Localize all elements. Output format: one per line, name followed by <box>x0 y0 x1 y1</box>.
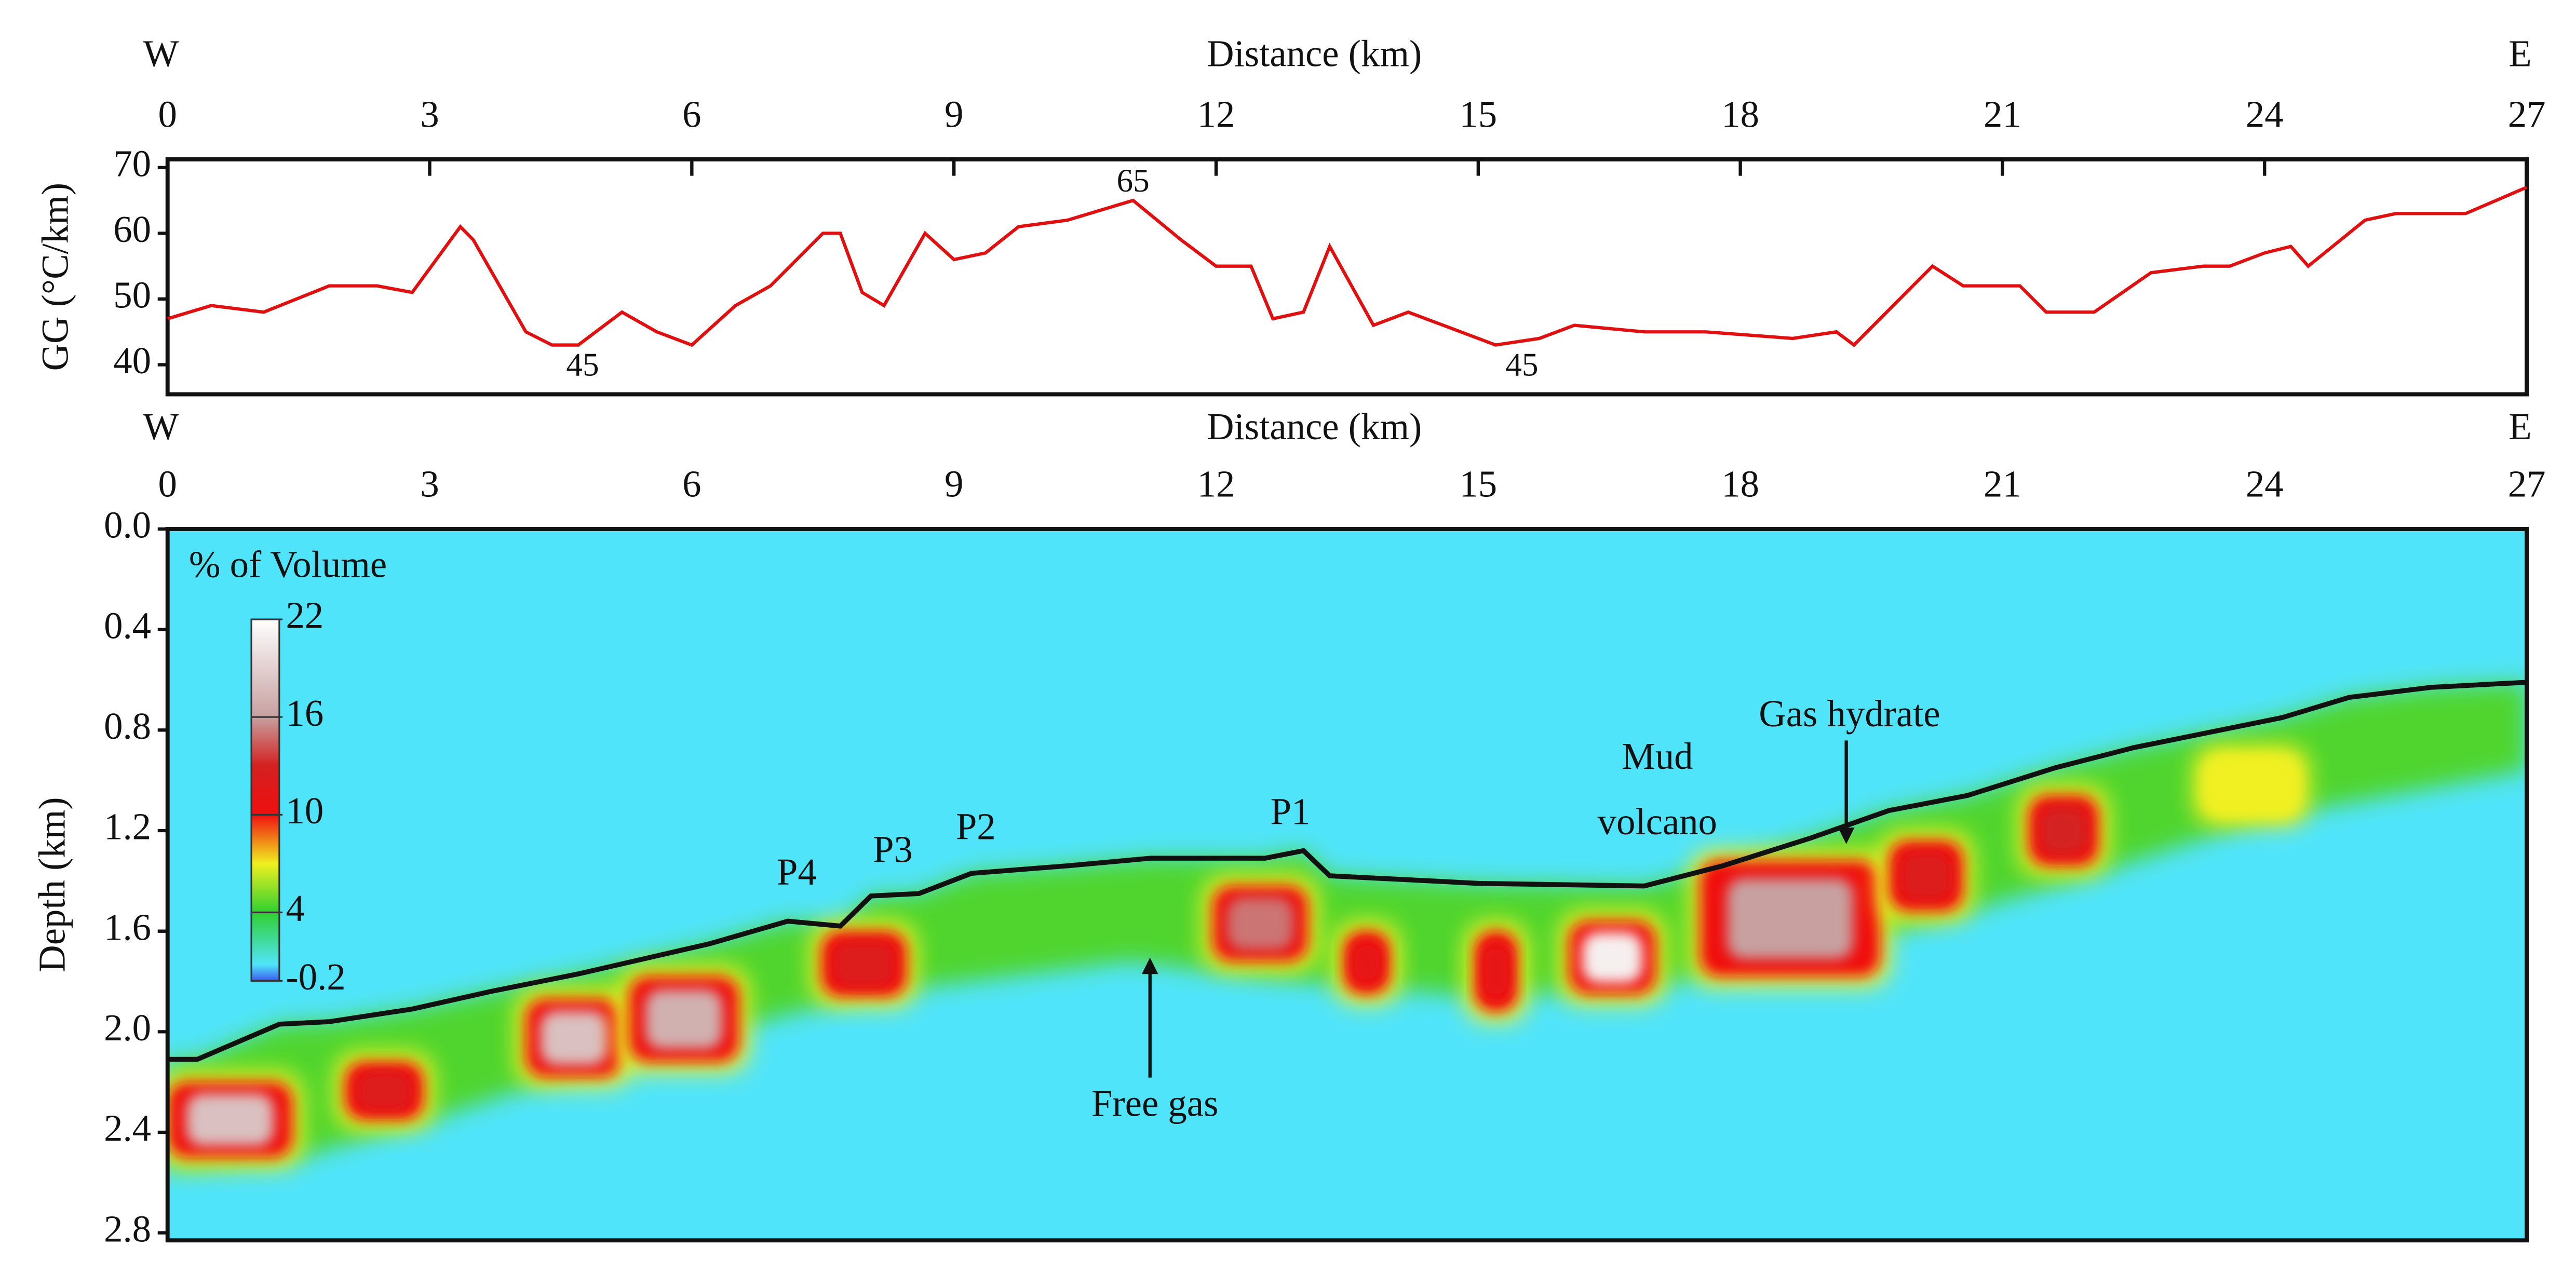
patch-core <box>645 989 723 1049</box>
x-tick-label: 9 <box>945 93 963 135</box>
x-tick-label: 6 <box>682 93 701 135</box>
annotation: volcano <box>1598 801 1717 843</box>
patch-core <box>1481 943 1512 1000</box>
colorbar-tick-label: 16 <box>286 692 324 734</box>
colorbar-title: % of Volume <box>189 544 387 586</box>
x-tick-label: 15 <box>1459 93 1497 135</box>
y-tick-label: 70 <box>113 142 151 184</box>
x-tick-label: 9 <box>945 463 963 505</box>
y-tick-label: 2.0 <box>104 1007 151 1049</box>
x-tick-label: 24 <box>2246 463 2284 505</box>
colorbar <box>250 618 280 982</box>
y-tick-label: 0.4 <box>104 604 151 646</box>
x-tick-label: 3 <box>420 463 439 505</box>
y-tick-label: 0.0 <box>104 504 151 546</box>
patch-core <box>1727 878 1853 959</box>
y-tick-label: 2.8 <box>104 1208 151 1250</box>
x-tick-label: 12 <box>1197 93 1235 135</box>
x-tick-label: 27 <box>2508 93 2546 135</box>
colorbar-tick-label: 4 <box>286 887 305 929</box>
colorbar-tick-label: 22 <box>286 594 324 636</box>
x-tick-label: 21 <box>1984 463 2021 505</box>
west-label: W <box>143 32 179 74</box>
colorbar-tick-label: -0.2 <box>286 956 346 998</box>
annotation: 45 <box>566 346 599 383</box>
x-tick-label: 27 <box>2508 463 2546 505</box>
x-tick-label: 24 <box>2246 93 2284 135</box>
patch-core <box>1582 932 1643 983</box>
annotation: Free gas <box>1091 1082 1218 1124</box>
x-axis-title: Distance (km) <box>1207 405 1422 448</box>
annotation: P1 <box>1271 791 1311 833</box>
gg-line <box>167 185 2528 347</box>
y-axis-title: GG (°C/km) <box>34 183 76 371</box>
x-tick-label: 0 <box>158 463 177 505</box>
annotation: P2 <box>956 806 996 848</box>
y-tick-label: 60 <box>113 208 151 250</box>
y-tick-label: 0.8 <box>104 705 151 747</box>
section-plot <box>167 528 2527 1241</box>
x-axis-title: Distance (km) <box>1207 32 1422 74</box>
x-tick-label: 6 <box>682 463 701 505</box>
x-tick-label: 18 <box>1721 93 1759 135</box>
patch-core <box>186 1093 274 1146</box>
x-tick-label: 18 <box>1721 463 1759 505</box>
y-tick-label: 50 <box>113 274 151 316</box>
patch-core <box>357 1070 412 1111</box>
west-label: W <box>143 405 179 448</box>
x-tick-label: 0 <box>158 93 177 135</box>
annotation: Mud <box>1622 735 1693 777</box>
y-tick-label: 2.4 <box>104 1107 151 1149</box>
annotation: P3 <box>873 828 913 870</box>
y-tick-label: 40 <box>113 340 151 382</box>
annotation: 65 <box>1117 162 1150 199</box>
y-axis-title: Depth (km) <box>31 797 73 972</box>
annotation: Gas hydrate <box>1759 693 1940 735</box>
patch-core <box>1900 851 1952 901</box>
y-tick-label: 1.6 <box>104 906 151 948</box>
y-tick-label: 1.2 <box>104 806 151 848</box>
patch-core <box>834 941 894 987</box>
patch-core <box>1351 940 1383 985</box>
annotation: P4 <box>777 851 817 893</box>
annotation: 45 <box>1505 346 1538 383</box>
patch-core <box>2039 806 2088 856</box>
east-label: E <box>2508 405 2531 448</box>
x-tick-label: 12 <box>1197 463 1235 505</box>
plot-frame <box>165 527 2529 1243</box>
colorbar-tick-label: 10 <box>286 790 324 832</box>
x-tick-label: 15 <box>1459 463 1497 505</box>
plot-frame <box>165 157 2529 397</box>
east-label: E <box>2508 32 2531 74</box>
x-tick-label: 21 <box>1984 93 2021 135</box>
x-tick-label: 3 <box>420 93 439 135</box>
seafloor-line <box>167 680 2527 1062</box>
patch-core <box>1226 897 1294 950</box>
patch-core <box>540 1010 608 1065</box>
gas-patch <box>2203 755 2300 816</box>
